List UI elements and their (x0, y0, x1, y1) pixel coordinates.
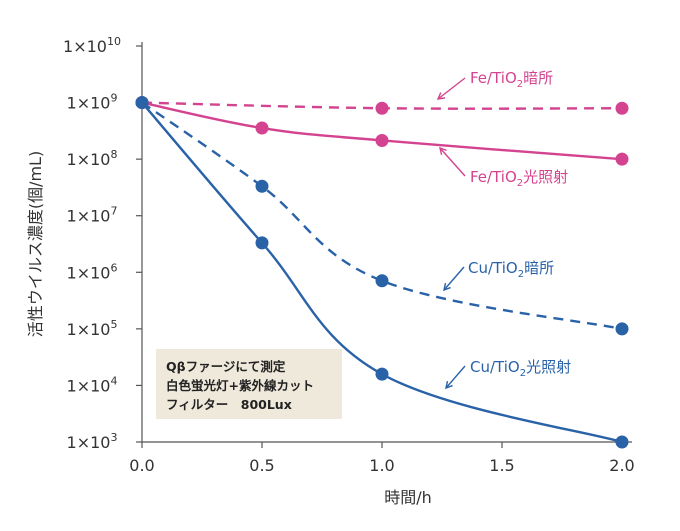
series-label: Fe/TiO2光照射 (470, 168, 568, 189)
data-point (615, 322, 629, 336)
series-label-arrow (445, 365, 466, 389)
series-label: Cu/TiO2光照射 (470, 358, 571, 379)
note-line: Qβファージにて測定 (166, 359, 286, 374)
data-point (255, 121, 269, 135)
series-label-arrow (443, 266, 465, 291)
x-tick-label: 0.5 (249, 456, 274, 475)
data-point (375, 101, 389, 115)
y-axis-title: 活性ウイルス濃度(個/mL) (26, 151, 45, 337)
series-label-arrowhead (445, 381, 453, 390)
data-point (135, 96, 149, 110)
note-line: フィルター 800Lux (166, 397, 292, 412)
x-tick-label: 2.0 (609, 456, 634, 475)
x-axis-title: 時間/h (384, 488, 432, 507)
series-label-arrowhead (436, 92, 446, 100)
series-labels: Fe/TiO2暗所 Fe/TiO2光照射 Cu/TiO2暗所 Cu/TiO2光照射 (436, 69, 571, 390)
y-tick-label: 1×109 (67, 92, 118, 113)
y-tick-label: 1×1010 (63, 35, 121, 56)
y-tick-label: 1×108 (67, 148, 118, 169)
series-label: Fe/TiO2暗所 (470, 69, 553, 90)
series-label-arrow (439, 147, 466, 177)
series-line (141, 101, 623, 161)
x-tick-labels: 0.0 0.5 1.0 1.5 2.0 (129, 456, 634, 475)
x-tick-label: 1.5 (489, 456, 514, 475)
series-label-arrow (437, 77, 466, 100)
data-point (255, 236, 269, 250)
series-label: Cu/TiO2暗所 (468, 259, 554, 280)
y-tick-label: 1×106 (67, 261, 118, 282)
series-points (135, 96, 629, 449)
data-point (615, 101, 629, 115)
data-point (615, 152, 629, 166)
y-tick-label: 1×105 (67, 318, 118, 339)
y-tick-labels: 1×1010 1×109 1×108 1×107 1×106 1×105 1×104 1×10… (63, 35, 121, 452)
data-point (375, 133, 389, 147)
series-label-arrowhead (443, 283, 451, 292)
note-line: 白色蛍光灯+紫外線カット (166, 378, 314, 393)
x-tick-label: 1.0 (369, 456, 394, 475)
data-point (375, 274, 389, 288)
data-point (375, 367, 389, 381)
y-tick-label: 1×107 (67, 205, 118, 226)
x-tick-label: 0.0 (129, 456, 154, 475)
data-point (615, 435, 629, 449)
series-line (141, 101, 623, 444)
y-tick-label: 1×103 (67, 431, 118, 452)
y-tick-label: 1×104 (67, 374, 118, 395)
series-label-arrowhead (439, 146, 447, 155)
measurement-note: Qβファージにて測定 白色蛍光灯+紫外線カット フィルター 800Lux (156, 349, 342, 419)
series-line (141, 101, 623, 331)
data-point (255, 179, 269, 193)
